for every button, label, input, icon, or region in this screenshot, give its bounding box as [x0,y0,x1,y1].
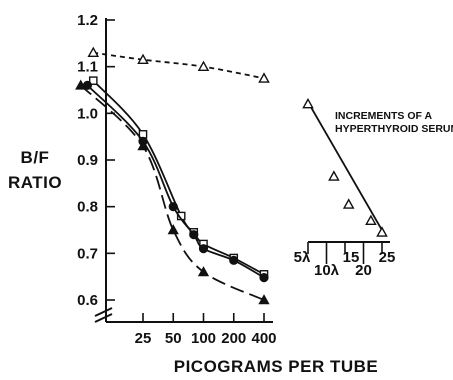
x-tick-label: 50 [165,330,182,347]
axis-break-mark [94,307,113,317]
inset-data-point [365,214,377,226]
inset-x-tick-label: 10λ [314,262,340,279]
data-point-filled-circle [229,255,239,265]
series-line-open-square [92,80,265,276]
inset-data-point [302,97,314,109]
data-point-filled-triangle [197,266,210,277]
data-point-filled-circle [168,202,178,212]
y-tick-label: 1.1 [77,59,98,76]
inset-data-point [342,198,355,209]
data-point-open-triangle [137,53,149,65]
series-line-filled-triangle [80,84,265,301]
y-tick-label: 0.7 [77,245,98,262]
data-point-filled-triangle [75,79,87,90]
inset-series-layer [302,97,388,237]
y-tick-label: 0.9 [77,152,98,169]
series-layer [75,46,270,305]
data-point-filled-triangle [167,224,179,235]
inset-annotation-line2: HYPERTHYROID SERUM [335,123,453,135]
inset-data-point [328,170,340,181]
data-point-filled-triangle [137,140,149,151]
data-point-open-triangle [197,60,210,72]
y-axis-ticks: 0.6 0.7 0.8 0.9 1.0 1.1 1.2 [77,12,115,309]
x-tick-label: 200 [221,330,246,347]
data-point-open-triangle [87,46,100,58]
data-point-filled-triangle [258,294,270,305]
inset-x-tick-label: 25 [379,249,396,266]
data-point-open-triangle [258,72,270,83]
x-tick-label: 400 [251,330,276,347]
x-tick-label: 25 [135,330,152,347]
x-axis-title: PICOGRAMS PER TUBE [174,357,379,376]
y-tick-label: 0.8 [77,199,98,216]
inset-series-line [307,101,386,236]
axis-break-mark [94,313,113,323]
inset-x-tick-label: 5λ [294,249,311,266]
y-tick-label: 1.0 [77,105,98,122]
y-axis-title-line2: RATIO [8,173,62,192]
data-point-filled-circle [259,273,269,283]
y-tick-label: 1.2 [77,12,98,29]
x-axis-ticks: 25 50 100 200 400 [135,313,277,347]
inset-x-tick-label: 15 [343,249,360,266]
y-tick-label: 0.6 [77,292,98,309]
inset-x-tick-label: 20 [355,262,372,279]
data-point-open-square [88,76,98,85]
y-axis-title-line1: B/F [21,148,50,167]
data-point-filled-circle [189,230,199,240]
x-tick-label: 100 [191,330,216,347]
series-line-open-triangle [93,51,265,80]
inset-annotation-line1: INCREMENTS OF A [335,110,432,122]
inset-data-point [376,226,388,237]
data-point-filled-circle [198,244,209,254]
